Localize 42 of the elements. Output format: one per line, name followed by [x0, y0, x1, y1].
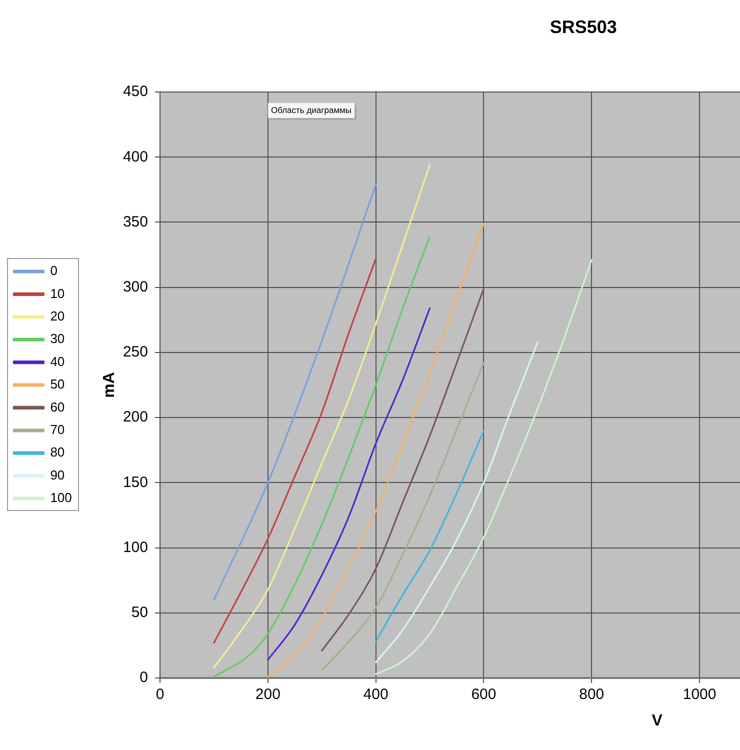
x-axis-title: V — [652, 712, 663, 730]
line-series — [375, 259, 592, 675]
line-series — [267, 222, 485, 678]
legend-label: 60 — [50, 399, 65, 414]
line-series — [213, 258, 377, 644]
x-tick-label: 600 — [471, 686, 496, 704]
y-tick-label: 300 — [122, 278, 148, 296]
y-tick-label: 50 — [131, 604, 148, 622]
x-tick-label: 400 — [363, 686, 388, 704]
legend-label: 40 — [50, 354, 65, 369]
line-series — [213, 184, 377, 601]
y-tick-label: 350 — [122, 213, 148, 230]
line-series — [321, 288, 485, 652]
legend-label: 100 — [50, 490, 72, 506]
legend-label: 20 — [50, 308, 65, 324]
line-series — [321, 362, 485, 671]
y-tick-label: 450 — [122, 83, 148, 100]
line-series — [213, 164, 431, 668]
annotation: Область диаграммы — [271, 104, 352, 115]
legend-label: 30 — [50, 331, 65, 346]
legend-label: 90 — [50, 467, 65, 482]
chart-title: SRS503 — [550, 16, 617, 37]
x-tick-label: 200 — [255, 686, 280, 704]
legend-label: 80 — [50, 444, 65, 460]
y-tick-label: 250 — [122, 344, 148, 361]
x-tick-label: 800 — [579, 686, 604, 704]
y-tick-label: 100 — [122, 538, 148, 556]
legend-label: 0 — [50, 263, 58, 278]
y-tick-label: 400 — [122, 148, 148, 166]
x-tick-label: 1000 — [682, 686, 716, 704]
y-tick-label: 150 — [122, 474, 148, 491]
line-series — [213, 236, 431, 678]
legend-label: 70 — [50, 422, 65, 437]
x-tick-label: 0 — [156, 686, 164, 704]
y-tick-label: 0 — [140, 669, 148, 686]
line-series — [375, 430, 485, 642]
y-axis-title: mA — [100, 372, 118, 398]
line-series — [267, 307, 431, 661]
y-tick-label: 200 — [122, 408, 148, 426]
legend-label: 50 — [50, 376, 65, 392]
legend-label: 10 — [50, 286, 65, 301]
line-series — [375, 341, 538, 664]
